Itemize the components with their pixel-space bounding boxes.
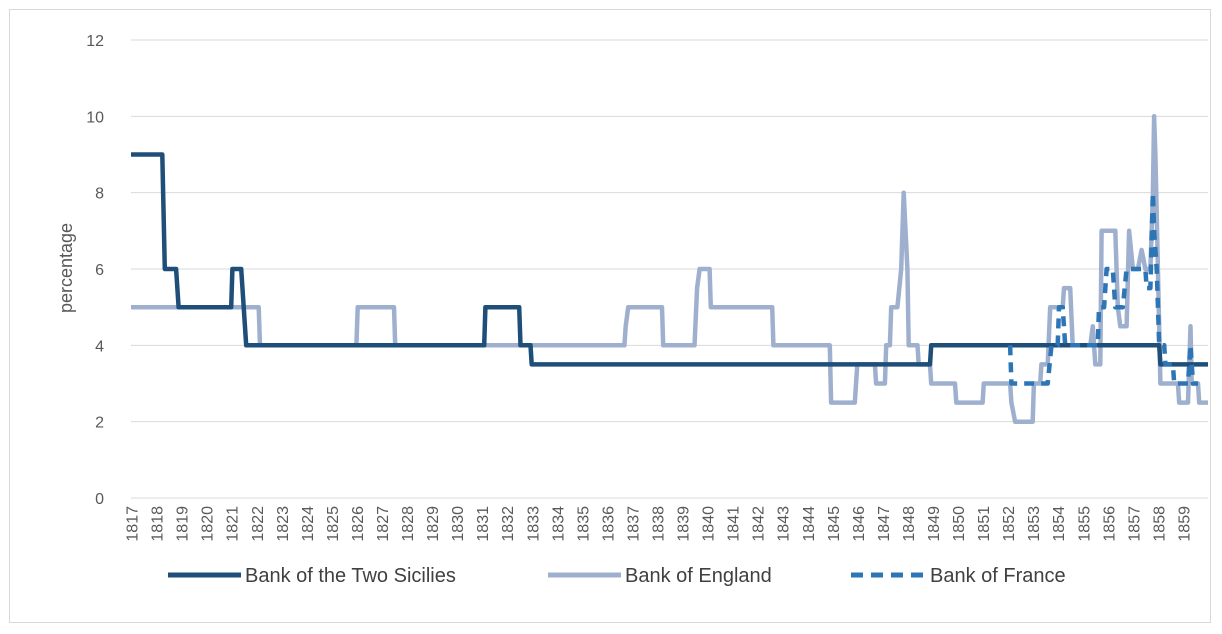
y-axis-label: percentage (56, 223, 76, 313)
legend: Bank of the Two Sicilies Bank of England B… (168, 565, 1066, 587)
x-tick-label: 1848 (901, 506, 918, 542)
x-tick-label: 1831 (475, 506, 492, 542)
x-tick-label: 1847 (876, 506, 893, 542)
chart-frame (9, 9, 1211, 623)
x-tick-label: 1851 (976, 506, 993, 542)
legend-label: Bank of France (930, 565, 1066, 587)
x-tick-label: 1842 (751, 506, 768, 542)
series-line (131, 114, 1208, 424)
x-tick-label: 1822 (250, 506, 267, 542)
x-tick-label: 1853 (1026, 506, 1043, 542)
x-tick-label: 1844 (801, 506, 818, 542)
x-tick-label: 1836 (600, 506, 617, 542)
x-tick-label: 1830 (450, 506, 467, 542)
x-tick-label: 1827 (375, 506, 392, 542)
x-tick-label: 1849 (926, 506, 943, 542)
x-tick-label: 1837 (625, 506, 642, 542)
x-tick-label: 1850 (951, 506, 968, 542)
x-tick-label: 1852 (1001, 506, 1018, 542)
gridlines (131, 39, 1208, 499)
y-tick-label: 12 (86, 33, 104, 50)
series-line (1007, 190, 1198, 386)
x-tick-label: 1838 (651, 506, 668, 542)
x-tick-label: 1841 (726, 506, 743, 542)
x-tick-label: 1834 (550, 506, 567, 542)
x-tick-label: 1823 (275, 506, 292, 542)
series-line (131, 152, 1208, 367)
y-tick-label: 0 (95, 491, 104, 508)
legend-label: Bank of England (625, 565, 772, 587)
x-tick-label: 1840 (701, 506, 718, 542)
x-tick-label: 1824 (300, 506, 317, 542)
x-tick-label: 1826 (350, 506, 367, 542)
x-tick-label: 1854 (1051, 506, 1068, 542)
x-tick-label: 1820 (200, 506, 217, 542)
x-tick-label: 1829 (425, 506, 442, 542)
x-tick-label: 1858 (1151, 506, 1168, 542)
legend-label: Bank of the Two Sicilies (245, 565, 456, 587)
x-tick-label: 1817 (125, 506, 142, 542)
x-tick-label: 1828 (400, 506, 417, 542)
x-tick-label: 1839 (676, 506, 693, 542)
x-tick-label: 1857 (1126, 506, 1143, 542)
x-tick-label: 1859 (1176, 506, 1193, 542)
x-tick-label: 1835 (575, 506, 592, 542)
x-tick-label: 1846 (851, 506, 868, 542)
y-tick-labels: 0 2 4 6 8 10 12 (86, 33, 104, 508)
y-tick-label: 4 (95, 338, 104, 355)
x-tick-label: 1856 (1101, 506, 1118, 542)
x-tick-label: 1843 (776, 506, 793, 542)
y-tick-label: 10 (86, 109, 104, 126)
x-tick-label: 1832 (500, 506, 517, 542)
x-tick-label: 1819 (175, 506, 192, 542)
x-tick-label: 1833 (525, 506, 542, 542)
series-lines (131, 114, 1208, 424)
y-tick-label: 8 (95, 186, 104, 203)
x-tick-label: 1845 (826, 506, 843, 542)
x-tick-label: 1825 (325, 506, 342, 542)
x-tick-label: 1821 (225, 506, 242, 542)
x-tick-labels: 1817 1818 1819 1820 1821 1822 1823 1824 1825 1826… (125, 506, 1194, 542)
y-tick-label: 6 (95, 262, 104, 279)
x-tick-label: 1855 (1076, 506, 1093, 542)
x-tick-label: 1818 (150, 506, 167, 542)
y-tick-label: 2 (95, 415, 104, 432)
